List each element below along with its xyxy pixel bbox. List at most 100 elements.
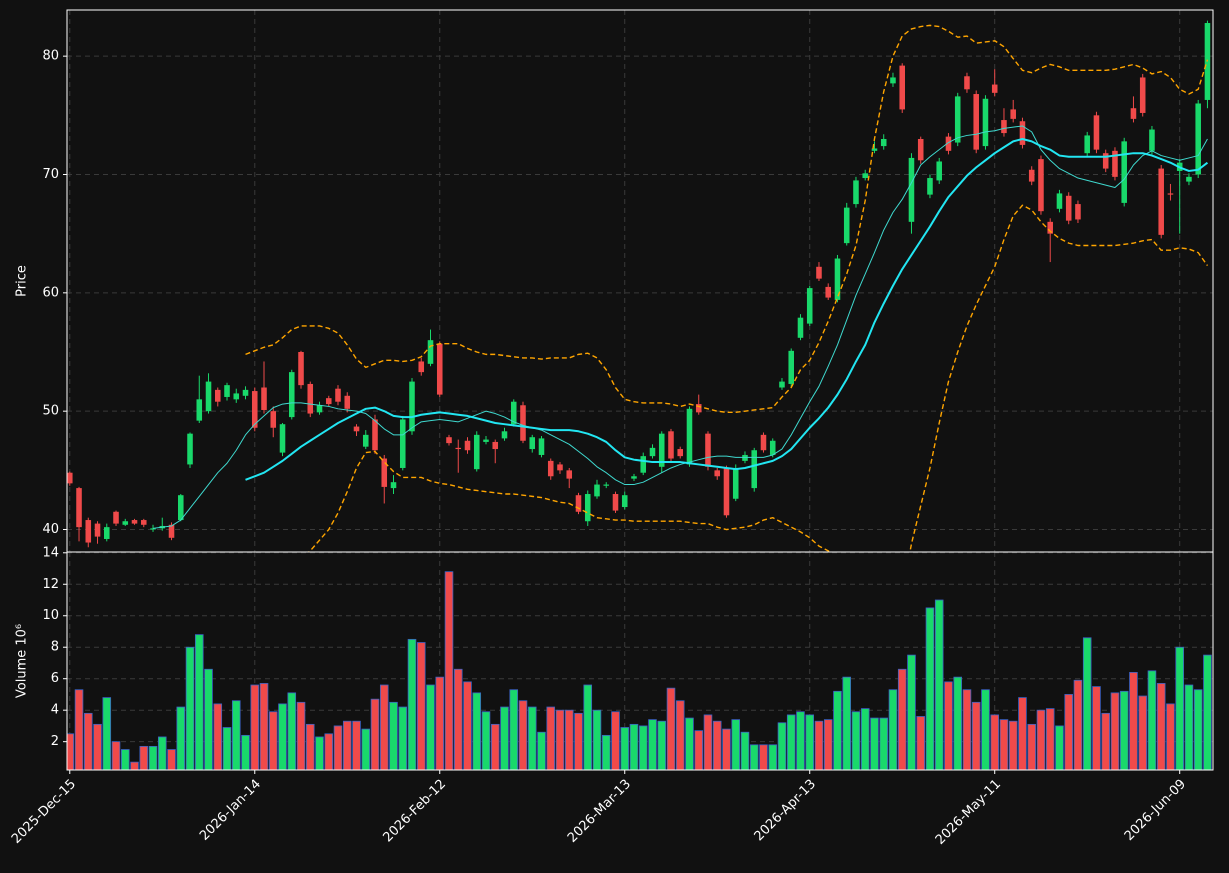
volume-bar bbox=[934, 599, 944, 770]
volume-bar bbox=[352, 720, 361, 770]
candle-body bbox=[871, 148, 878, 151]
volume-bar bbox=[1147, 670, 1157, 770]
volume-bar bbox=[722, 728, 731, 770]
volume-bar bbox=[407, 638, 417, 770]
y-tick-label: 40 bbox=[42, 522, 59, 537]
volume-bar bbox=[1129, 672, 1138, 770]
volume-bar bbox=[74, 689, 84, 770]
y-tick-label: 8 bbox=[51, 640, 59, 655]
volume-bar bbox=[1092, 686, 1101, 770]
candle-body bbox=[538, 438, 545, 455]
volume-bar bbox=[537, 731, 546, 770]
candle-body bbox=[816, 266, 822, 279]
volume-bar bbox=[222, 727, 232, 770]
volume-bar bbox=[463, 681, 472, 770]
line-series bbox=[307, 204, 1209, 552]
volume-bar bbox=[453, 668, 463, 770]
candle-body bbox=[492, 441, 499, 450]
candle-body bbox=[594, 484, 600, 497]
candle-body bbox=[427, 340, 434, 364]
volume-bar bbox=[167, 749, 176, 770]
volume-bar bbox=[176, 706, 186, 770]
volume-bar bbox=[83, 712, 93, 770]
volume-bar bbox=[231, 700, 241, 770]
volume-bar bbox=[759, 744, 768, 770]
volume-bar bbox=[120, 749, 130, 770]
candle-body bbox=[94, 523, 101, 537]
candle-body bbox=[1065, 195, 1072, 221]
volume-bar bbox=[194, 634, 204, 770]
volume-bar bbox=[879, 717, 889, 770]
volume-bar bbox=[731, 719, 741, 770]
candle-body bbox=[705, 433, 711, 467]
candle-body bbox=[890, 77, 896, 84]
volume-bar bbox=[185, 646, 195, 770]
candle-body bbox=[214, 389, 221, 402]
candle-body bbox=[205, 381, 212, 412]
y-tick-label: 6 bbox=[51, 671, 59, 686]
volume-bar bbox=[1055, 725, 1064, 770]
price-panel bbox=[67, 20, 1211, 552]
candle-body bbox=[140, 520, 147, 525]
volume-bar bbox=[426, 684, 435, 770]
candle-body bbox=[825, 286, 831, 298]
candle-body bbox=[1047, 221, 1053, 234]
candle-body bbox=[1121, 141, 1127, 203]
candle-body bbox=[751, 450, 758, 489]
volume-bar bbox=[204, 668, 213, 770]
candle-body bbox=[113, 511, 119, 524]
y-tick-label: 50 bbox=[42, 404, 59, 419]
candle-body bbox=[150, 528, 156, 530]
volume-bar bbox=[1073, 679, 1083, 770]
candle-body bbox=[131, 520, 138, 524]
candle-body bbox=[67, 472, 73, 484]
volume-bar bbox=[1036, 709, 1046, 770]
volume-bar bbox=[740, 731, 750, 770]
volume-bar bbox=[675, 700, 685, 770]
volume-bar bbox=[1119, 690, 1129, 770]
volume-bar bbox=[1027, 723, 1036, 770]
volume-bar bbox=[999, 719, 1009, 770]
volume-bar bbox=[574, 712, 583, 770]
volume-bar bbox=[990, 714, 999, 770]
candle-body bbox=[242, 389, 249, 396]
volume-bar bbox=[1166, 703, 1175, 770]
candle-body bbox=[640, 456, 647, 473]
volume-bar bbox=[1110, 692, 1120, 770]
volume-bar bbox=[1203, 654, 1212, 770]
candle-body bbox=[714, 470, 721, 477]
candle-body bbox=[769, 440, 776, 455]
candle-body bbox=[501, 431, 508, 439]
volume-bar bbox=[213, 703, 223, 770]
volume-bar bbox=[851, 711, 861, 770]
candle-body bbox=[695, 404, 702, 413]
volume-bar bbox=[907, 654, 916, 770]
volume-bar bbox=[389, 701, 398, 770]
candle-body bbox=[806, 288, 813, 324]
candle-body bbox=[760, 434, 767, 451]
volume-bar bbox=[1082, 637, 1092, 770]
volume-bar bbox=[490, 723, 500, 770]
candle-body bbox=[557, 464, 563, 471]
volume-bar bbox=[481, 711, 491, 770]
candle-body bbox=[224, 385, 230, 397]
candle-body bbox=[566, 470, 573, 479]
volume-bar bbox=[241, 734, 250, 770]
candle-body bbox=[612, 494, 619, 511]
candle-body bbox=[788, 350, 795, 384]
candle-body bbox=[233, 393, 240, 400]
volume-bar bbox=[1193, 689, 1203, 770]
volume-bar bbox=[888, 689, 898, 770]
candle-body bbox=[520, 405, 526, 441]
candle-body bbox=[899, 65, 905, 110]
volume-bar bbox=[287, 692, 297, 770]
candle-body bbox=[122, 521, 129, 525]
candle-body bbox=[455, 447, 462, 450]
volume-bar bbox=[305, 723, 315, 770]
candle-body bbox=[1158, 168, 1164, 235]
volume-bar bbox=[703, 714, 713, 770]
volume-bar bbox=[620, 727, 630, 770]
candle-body bbox=[1130, 108, 1137, 119]
candle-body bbox=[945, 136, 952, 151]
